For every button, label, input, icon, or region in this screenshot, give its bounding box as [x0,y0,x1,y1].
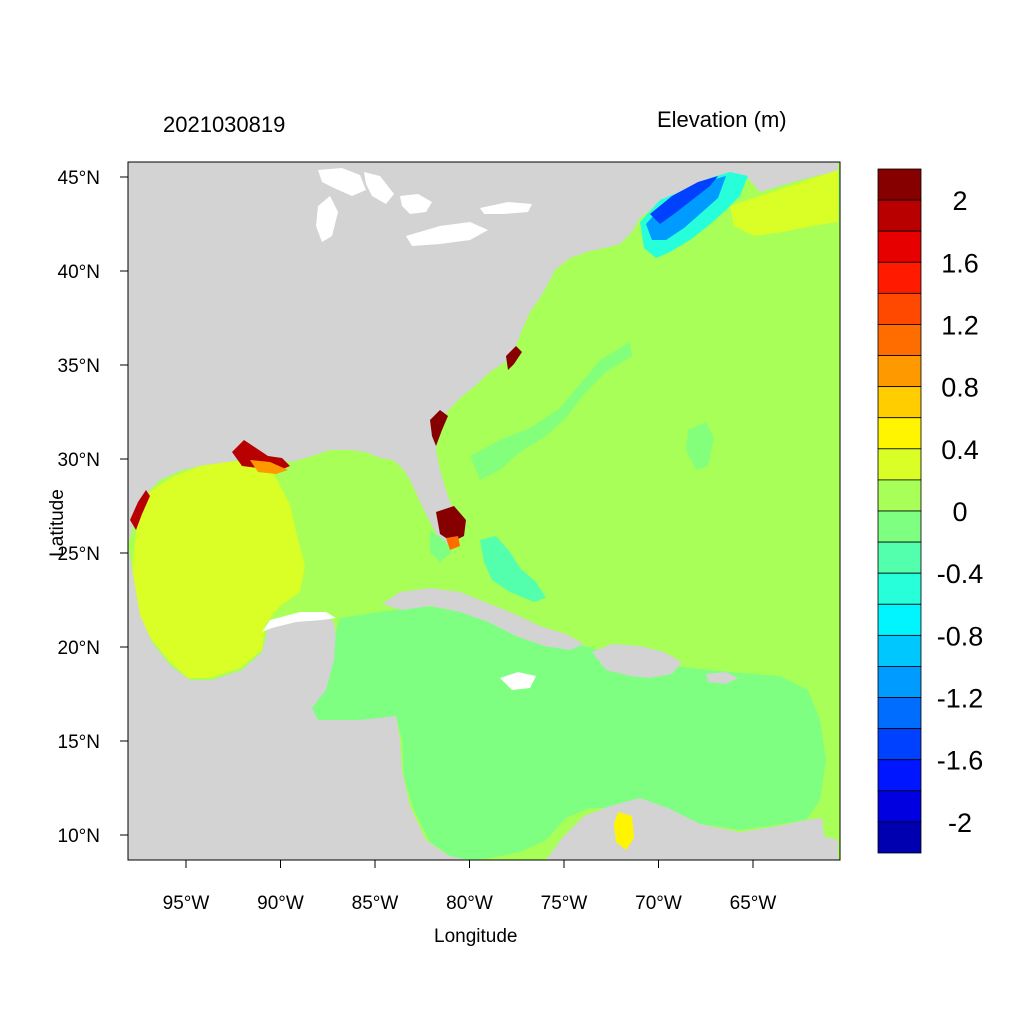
colorbar-label: -1.2 [937,684,984,714]
y-tick-label: 30°N [58,450,100,471]
y-tick-label: 45°N [58,168,100,189]
y-tick-label: 15°N [58,732,100,753]
y-axis-ticks: 45°N 40°N 35°N 30°N 25°N 20°N 15°N 10°N [58,168,128,847]
colorbar-swatch [877,261,922,294]
x-tick-label: 75°W [541,893,588,914]
colorbar-swatch [877,821,922,854]
gulf-of-maine-deep [650,176,718,224]
yucatan-coast [262,612,336,632]
plot-frame [127,161,841,861]
hispaniola-land [592,644,682,678]
colorbar-swatch [877,448,922,481]
colorbar-label: -0.4 [937,559,984,589]
x-tick-label: 80°W [446,893,493,914]
colorbar-swatch [877,634,922,667]
colorbar-label: -2 [948,808,972,838]
offshore-eddy [686,422,714,470]
x-axis-ticks: 95°W 90°W 85°W 80°W 75°W 70°W 65°W [163,860,777,914]
colorbar-swatch [877,790,922,823]
central-america-land [128,545,470,860]
carolina-coast-surge [430,346,522,446]
colorbar-swatch [877,697,922,730]
x-tick-label: 85°W [352,893,399,914]
colorbar-label: 1.6 [941,248,979,278]
colorbar-label: 0.8 [941,373,979,403]
colorbar-swatch [877,168,922,201]
y-tick-label: 40°N [58,262,100,283]
colorbar-swatch [877,230,922,263]
variable-title: Elevation (m) [657,107,787,132]
gulf-of-maine-blue [646,176,726,240]
colorbar-swatch [877,292,922,325]
maracaibo-anomaly [614,812,634,850]
straits-field [430,530,452,562]
north-america-land [128,162,838,546]
colorbar-swatch [877,386,922,419]
colorbar-swatch [877,479,922,512]
x-tick-label: 90°W [257,893,304,914]
south-florida-anomaly [436,506,466,542]
great-lakes [316,168,532,246]
map-plot-area [128,162,840,860]
colorbar-swatch [877,759,922,792]
x-axis-title: Longitude [434,926,518,947]
texas-coast-surge [130,490,150,530]
y-tick-label: 25°N [58,544,100,565]
x-tick-label: 70°W [635,893,682,914]
colorbar-swatch [877,666,922,698]
colorbar-swatch [877,417,922,450]
jamaica-land [500,672,536,690]
colorbar-label: 0.4 [941,435,979,465]
x-tick-label: 65°W [730,893,777,914]
colorbar-label: 2 [952,186,967,216]
gulf-yellow-field [132,460,305,678]
colorbar-swatch [877,199,922,232]
gulf-stream-band [470,342,632,480]
x-tick-label: 95°W [163,893,210,914]
colorbar-swatch [877,572,922,605]
colorbar-label: -1.6 [937,746,984,776]
y-tick-label: 35°N [58,356,100,377]
caribbean-sea-field [312,606,826,860]
datetime-title: 2021030819 [163,112,286,137]
colorbar: 2 1.6 1.2 0.8 0.4 0 -0.4 -0.8 -1.2 -1.6 -2 [877,168,984,854]
y-tick-label: 10°N [58,826,100,847]
gulf-coast-orange [250,460,288,474]
gulf-coast-surge [232,440,290,472]
colorbar-label: 1.2 [941,310,979,340]
scotian-shelf-field [730,170,838,236]
colorbar-swatch [877,324,922,356]
colorbar-label: -0.8 [937,621,984,651]
colorbar-swatch [877,355,922,388]
colorbar-swatch [877,603,922,636]
bahamas-bank-field [480,536,546,602]
florida-keys-anomaly [446,536,460,550]
y-tick-label: 20°N [58,638,100,659]
cuba-land [382,588,584,650]
colorbar-swatch [877,541,922,574]
colorbar-swatch [877,728,922,761]
puerto-rico-land [706,672,738,684]
colorbar-label: 0 [952,497,967,527]
colorbar-swatch [877,510,922,543]
